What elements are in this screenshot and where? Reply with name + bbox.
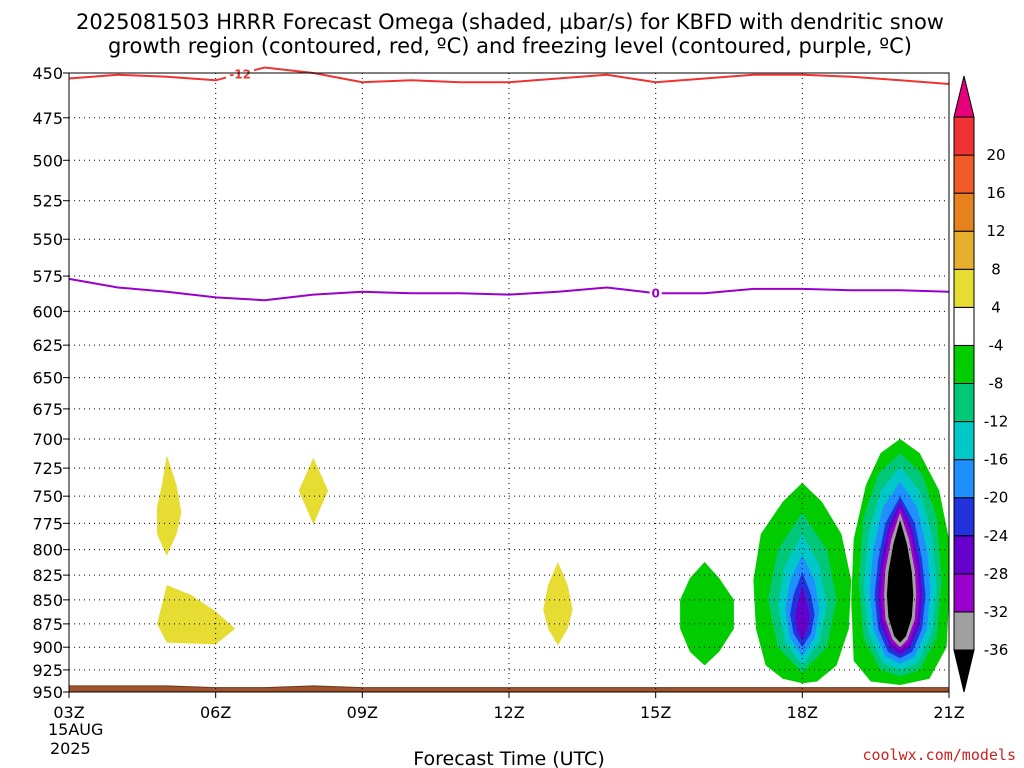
credit-text: coolwx.com/models (862, 746, 1016, 764)
colorbar-label--36: -36 (984, 641, 1009, 659)
colorbar-box-11 (953, 192, 975, 232)
y-tick-label-525: 525 (32, 192, 63, 211)
grid-lines (69, 73, 949, 692)
colorbar-label--4: -4 (989, 336, 1004, 354)
omega-region-2 (298, 457, 329, 525)
plot-area (68, 439, 950, 693)
colorbar-box-7 (953, 344, 975, 384)
y-tick-label-750: 750 (32, 487, 63, 506)
colorbar-label--20: -20 (984, 489, 1009, 507)
colorbar-label--32: -32 (984, 603, 1009, 621)
y-tick-label-500: 500 (32, 151, 63, 170)
x-tick-label-15Z: 15Z (640, 703, 671, 722)
colorbar-label--28: -28 (984, 565, 1009, 583)
colorbar-box-1 (953, 573, 975, 613)
y-tick-label-600: 600 (32, 302, 63, 321)
y-tick-label-925: 925 (32, 661, 63, 680)
y-tick-label-675: 675 (32, 400, 63, 419)
contour-line-0 (68, 277, 950, 302)
omega-region-4 (680, 562, 734, 666)
y-tick-label-650: 650 (32, 369, 63, 388)
colorbar-box-13 (953, 116, 975, 156)
y-tick-label-475: 475 (32, 109, 63, 128)
colorbar-box-3 (953, 497, 975, 537)
x-axis: 03Z 06Z 09Z 12Z 15Z 18Z 21Z (53, 692, 965, 722)
chart-title-line-1: 2025081503 HRRR Forecast Omega (shaded, … (76, 10, 944, 34)
y-tick-label-850: 850 (32, 591, 63, 610)
y-tick-label-950: 950 (32, 683, 63, 702)
colorbar-label-12: 12 (986, 222, 1005, 240)
x-tick-label-03Z: 03Z (53, 703, 84, 722)
x-axis-title: Forecast Time (UTC) (413, 748, 604, 768)
x-tick-label-06Z: 06Z (200, 703, 231, 722)
y-tick-label-825: 825 (32, 566, 63, 585)
colorbar-label--12: -12 (984, 413, 1009, 431)
omega-region-3 (543, 562, 573, 646)
y-tick-label-625: 625 (32, 336, 63, 355)
omega-region-0 (157, 455, 182, 556)
colorbar-label-8: 8 (991, 260, 1001, 278)
colorbar-label--24: -24 (984, 527, 1009, 545)
y-tick-label-775: 775 (32, 514, 63, 533)
colorbar-box-2 (953, 535, 975, 575)
y-tick-label-875: 875 (32, 615, 63, 634)
colorbar-box-4 (953, 459, 975, 499)
date-day-label: 15AUG (48, 720, 103, 739)
y-tick-label-800: 800 (32, 541, 63, 560)
colorbar: -36 -32 -28 -24 -20 -16 -12 -8 -4 4 8 12 16 20 (953, 75, 1009, 693)
colorbar-box-5 (953, 421, 975, 461)
chart-title-line-2: growth region (contoured, red, ºC) and f… (108, 34, 912, 58)
omega-region-19 (886, 520, 914, 643)
y-tick-label-700: 700 (32, 430, 63, 449)
colorbar-label--16: -16 (984, 451, 1009, 469)
omega-region-1 (157, 585, 236, 645)
contour-lines: -12 0 (68, 66, 950, 302)
omega-region-10 (795, 585, 810, 641)
x-tick-label-09Z: 09Z (347, 703, 378, 722)
contour-line--12 (68, 66, 950, 85)
x-tick-label-12Z: 12Z (493, 703, 524, 722)
contour-label-0: 0 (651, 287, 659, 301)
x-tick-label-18Z: 18Z (787, 703, 818, 722)
colorbar-box-10 (953, 230, 975, 270)
y-tick-label-725: 725 (32, 459, 63, 478)
colorbar-label--8: -8 (989, 375, 1004, 393)
colorbar-box-12 (953, 154, 975, 194)
date-year-label: 2025 (50, 739, 91, 758)
colorbar-tip-high (953, 75, 975, 118)
colorbar-label-16: 16 (986, 184, 1005, 202)
contour-label-bg--12 (226, 66, 255, 81)
colorbar-tip-low (953, 649, 975, 693)
colorbar-label-20: 20 (986, 146, 1005, 164)
colorbar-label-4: 4 (991, 298, 1001, 316)
contour-label-bg-0 (649, 286, 662, 301)
colorbar-box-6 (953, 383, 975, 423)
y-tick-label-575: 575 (32, 267, 63, 286)
colorbar-box-8 (953, 306, 975, 346)
colorbar-box-9 (953, 268, 975, 308)
contour-label--12: -12 (229, 67, 251, 81)
y-axis: 450 475 500 525 550 575 600 625 650 675 700 725 750 7… (32, 64, 69, 702)
x-tick-label-21Z: 21Z (933, 703, 964, 722)
colorbar-box-0 (953, 611, 975, 651)
y-tick-label-900: 900 (32, 638, 63, 657)
y-tick-label-450: 450 (32, 64, 63, 83)
y-tick-label-550: 550 (32, 230, 63, 249)
